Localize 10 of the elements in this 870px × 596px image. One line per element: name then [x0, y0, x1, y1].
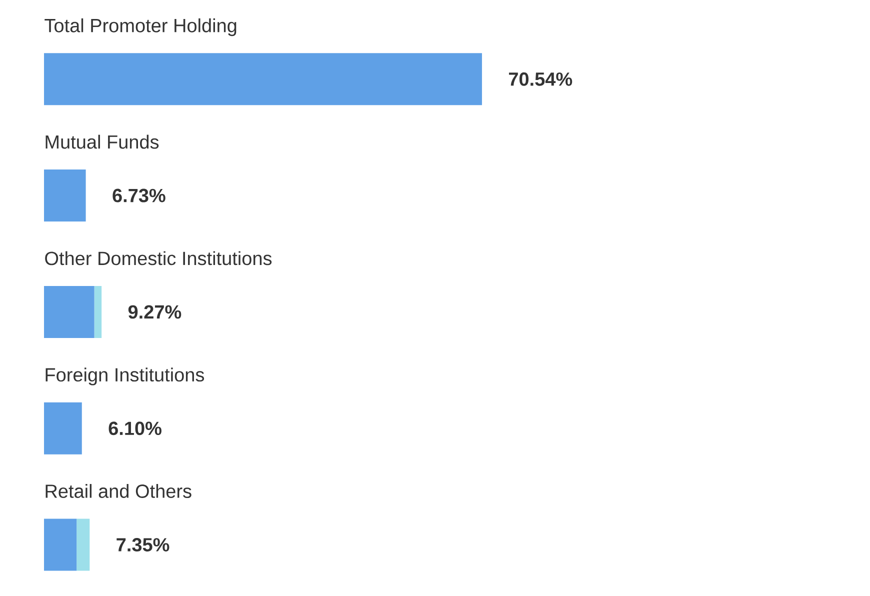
total-label: 7.35%: [116, 538, 170, 552]
data-label: 70.54%: [508, 72, 572, 86]
data-label: 6.10%: [108, 422, 162, 436]
y-tick-label: Foreign Institutions: [46, 368, 204, 386]
y-tick-label: Retail and Others: [46, 484, 192, 498]
data-label: 6.73%: [112, 188, 166, 202]
y-tick-label: Total Promoter Holding: [44, 18, 236, 36]
total-label: 9.27%: [128, 305, 182, 319]
y-tick-label: Other Domestic Institutions: [45, 251, 272, 266]
y-tick-label: Mutual Funds: [46, 134, 159, 149]
